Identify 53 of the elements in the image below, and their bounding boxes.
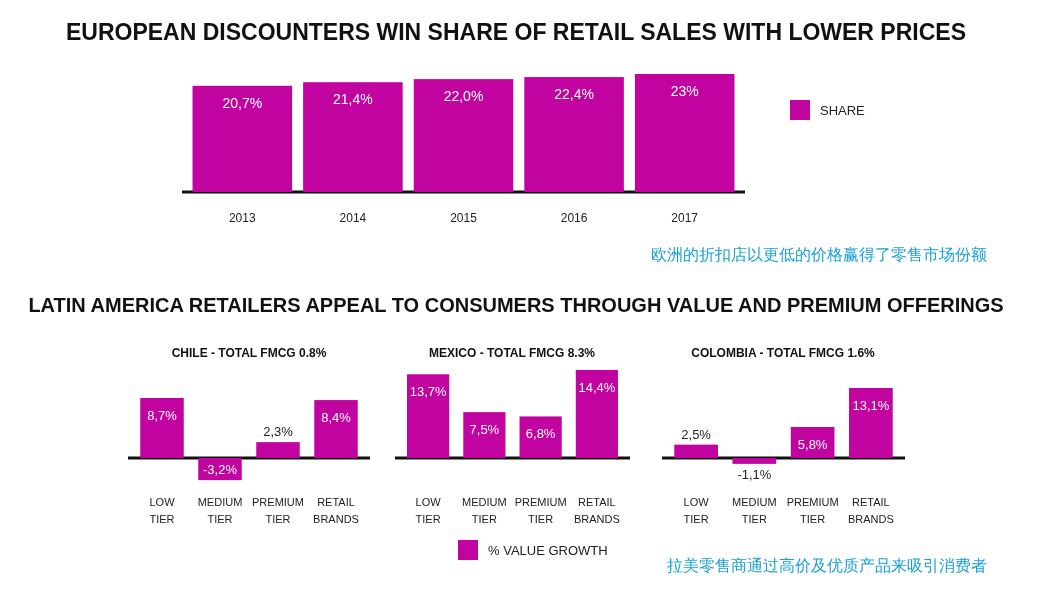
x-tick-label: RETAIL BRANDS (847, 496, 894, 525)
x-tick-label: MEDIUM TIER (197, 496, 243, 525)
x-tick-label: PREMIUM TIER (252, 496, 304, 525)
bar (407, 374, 450, 458)
bar (674, 444, 718, 458)
chart-title: EUROPEAN DISCOUNTERS WIN SHARE OF RETAIL SALES WITH LOWER PRICES (65, 19, 967, 45)
x-tick-label: RETAIL BRANDS (573, 496, 620, 525)
chart-title: MEXICO - TOTAL FMCG 8.3% (428, 346, 596, 360)
data-label: 14,4% (578, 380, 616, 395)
x-tick-label: 2016 (560, 211, 588, 225)
x-tick-label: PREMIUM TIER (514, 496, 567, 525)
x-tick-label: 2014 (339, 211, 367, 225)
legend-label: SHARE (820, 103, 866, 118)
data-label: -3,2% (203, 462, 238, 478)
data-label: 7,5% (469, 422, 500, 438)
bar (732, 458, 777, 464)
text: 拉美零售商通过高价及优质产品来吸引消费者 (667, 557, 987, 574)
x-tick-label: PREMIUM TIER (786, 496, 839, 525)
text: 欧洲的折扣店以更低的价格赢得了零售市场份额 (651, 246, 987, 263)
data-label: 22,4% (554, 86, 594, 103)
x-tick-label: MEDIUM TIER (462, 496, 507, 525)
data-label: 20,7% (222, 94, 263, 111)
data-label: 5,8% (797, 437, 828, 453)
x-tick-label: 2017 (671, 211, 699, 225)
data-label: 8,4% (321, 410, 352, 426)
x-tick-label: LOW TIER (683, 496, 710, 525)
bar (849, 388, 893, 458)
text: LATIN AMERICA RETAILERS APPEAL TO CONSUMERS THROUGH VALUE AND PREMIUM OFFERINGS (28, 294, 1004, 316)
bar (140, 398, 184, 458)
data-label: 21,4% (333, 91, 373, 108)
x-tick-label: LOW TIER (149, 496, 176, 525)
data-label: 8,7% (147, 408, 178, 423)
x-tick-label: MEDIUM TIER (732, 496, 777, 525)
data-label: 13,1% (852, 398, 890, 413)
data-label: 23% (670, 83, 699, 99)
legend-label: % VALUE GROWTH (488, 543, 608, 558)
chart-title: COLOMBIA - TOTAL FMCG 1.6% (691, 346, 876, 360)
bar (314, 400, 358, 458)
x-tick-label: LOW TIER (415, 496, 442, 525)
x-tick-label: RETAIL BRANDS (313, 496, 359, 525)
bar (256, 442, 300, 458)
x-tick-label: 2015 (450, 211, 478, 225)
x-tick-label: 2013 (228, 211, 256, 225)
data-label: 2,5% (681, 426, 712, 442)
data-label: -1,1% (737, 466, 772, 482)
data-label: 2,3% (263, 424, 294, 440)
bar (519, 416, 562, 458)
data-label: 13,7% (409, 384, 447, 400)
data-label: 6,8% (525, 426, 556, 442)
bar (575, 370, 618, 458)
chart-title: CHILE - TOTAL FMCG 0.8% (171, 346, 327, 360)
data-label: 22,0% (443, 88, 484, 105)
bar (463, 412, 506, 458)
